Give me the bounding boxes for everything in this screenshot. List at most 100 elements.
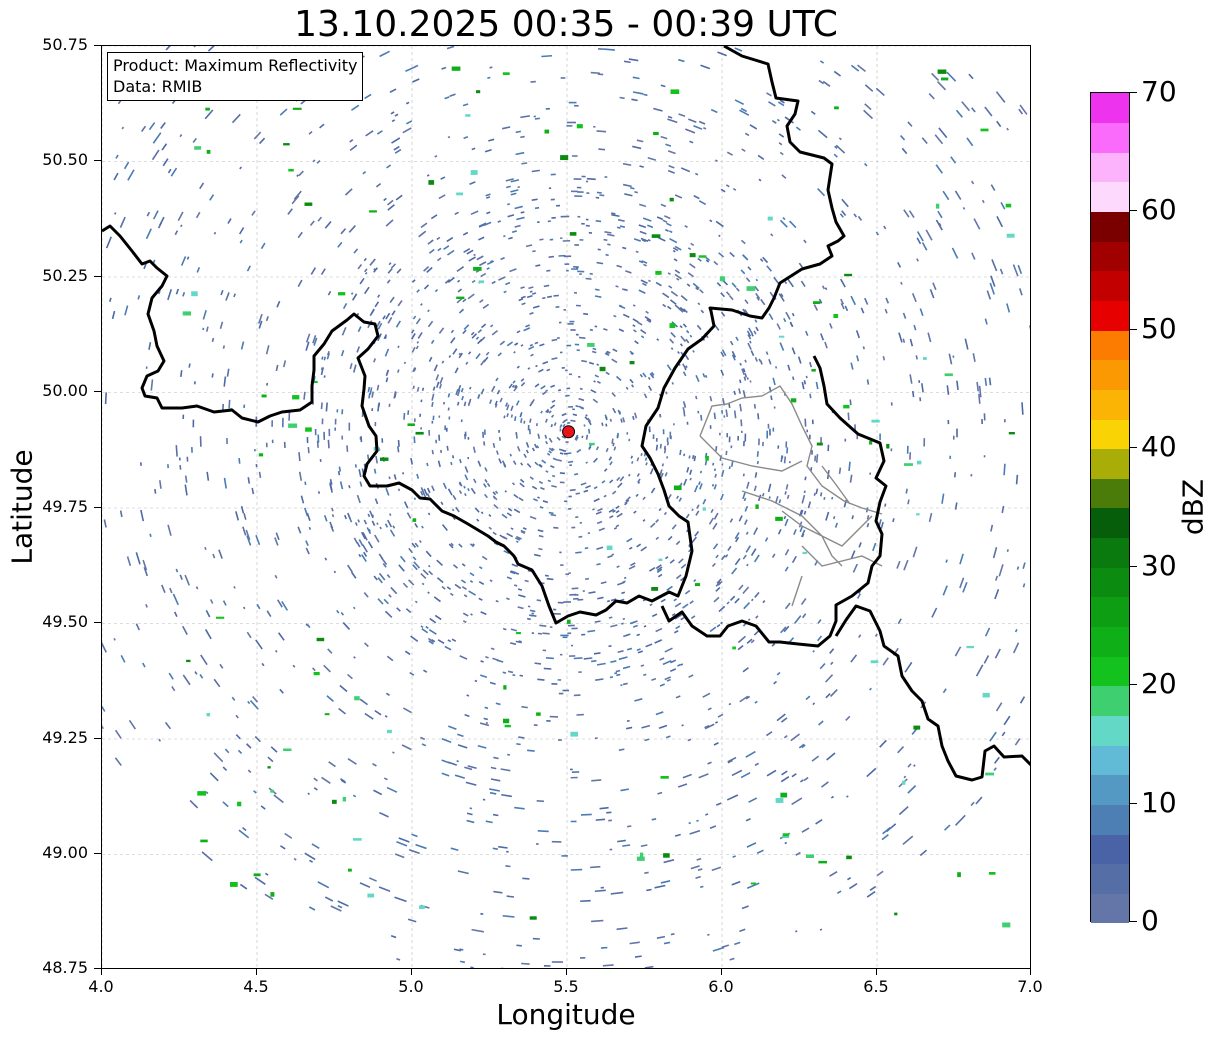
echo-pixel bbox=[673, 258, 678, 262]
echo-pixel bbox=[549, 715, 559, 718]
echo-pixel bbox=[469, 181, 476, 185]
echo-cell bbox=[937, 69, 947, 74]
echo-pixel bbox=[121, 126, 125, 130]
echo-pixel bbox=[583, 312, 589, 316]
echo-pixel bbox=[433, 596, 441, 603]
echo-pixel bbox=[762, 493, 765, 497]
echo-pixel bbox=[818, 720, 824, 726]
echo-pixel bbox=[277, 632, 285, 641]
echo-cell bbox=[811, 369, 816, 372]
echo-pixel bbox=[528, 286, 534, 290]
echo-pixel bbox=[746, 330, 752, 337]
echo-pixel bbox=[648, 426, 651, 433]
echo-pixel bbox=[824, 674, 834, 683]
echo-pixel bbox=[913, 324, 917, 331]
echo-pixel bbox=[192, 137, 197, 143]
echo-pixel bbox=[617, 432, 619, 438]
echo-pixel bbox=[561, 366, 565, 369]
echo-pixel bbox=[734, 99, 745, 106]
x-tick-mark bbox=[256, 969, 257, 975]
echo-pixel bbox=[510, 179, 520, 183]
echo-pixel bbox=[488, 526, 492, 530]
echo-pixel bbox=[559, 351, 563, 354]
echo-pixel bbox=[114, 729, 122, 739]
echo-pixel bbox=[639, 165, 644, 168]
echo-pixel bbox=[119, 216, 126, 228]
echo-pixel bbox=[885, 297, 890, 304]
echo-pixel bbox=[171, 686, 176, 692]
echo-pixel bbox=[288, 412, 291, 421]
echo-pixel bbox=[485, 820, 493, 824]
echo-cell bbox=[353, 838, 362, 841]
echo-cell bbox=[988, 872, 996, 875]
echo-pixel bbox=[850, 654, 858, 663]
echo-pixel bbox=[339, 684, 348, 693]
echo-pixel bbox=[642, 217, 652, 222]
echo-pixel bbox=[688, 821, 692, 825]
echo-pixel bbox=[511, 563, 518, 568]
echo-pixel bbox=[961, 101, 970, 112]
echo-pixel bbox=[373, 789, 383, 796]
echo-pixel bbox=[520, 344, 524, 347]
echo-pixel bbox=[727, 545, 732, 552]
echo-pixel bbox=[542, 632, 550, 635]
echo-pixel bbox=[617, 482, 623, 489]
echo-pixel bbox=[949, 455, 952, 459]
echo-pixel bbox=[466, 819, 475, 824]
echo-pixel bbox=[677, 350, 680, 355]
echo-pixel bbox=[574, 104, 579, 107]
echo-pixel bbox=[351, 571, 357, 579]
echo-pixel bbox=[864, 297, 869, 305]
x-tick-mark bbox=[721, 969, 722, 975]
echo-pixel bbox=[430, 339, 435, 344]
echo-pixel bbox=[482, 953, 486, 956]
echo-pixel bbox=[746, 563, 749, 567]
echo-pixel bbox=[945, 559, 948, 563]
echo-pixel bbox=[413, 561, 421, 569]
echo-cell bbox=[354, 696, 360, 701]
echo-pixel bbox=[425, 550, 432, 558]
echo-pixel bbox=[776, 323, 781, 330]
echo-pixel bbox=[435, 439, 438, 444]
echo-pixel bbox=[570, 868, 583, 871]
echo-pixel bbox=[574, 244, 579, 246]
echo-pixel bbox=[611, 490, 617, 495]
echo-pixel bbox=[559, 472, 566, 475]
echo-pixel bbox=[953, 472, 957, 478]
echo-pixel bbox=[520, 529, 526, 534]
echo-pixel bbox=[565, 441, 569, 443]
echo-pixel bbox=[844, 305, 849, 312]
echo-pixel bbox=[317, 881, 330, 889]
echo-pixel bbox=[517, 606, 524, 610]
echo-pixel bbox=[685, 329, 690, 334]
echo-pixel bbox=[336, 409, 339, 413]
echo-pixel bbox=[946, 385, 950, 395]
echo-pixel bbox=[779, 99, 785, 104]
echo-pixel bbox=[254, 876, 266, 886]
echo-pixel bbox=[709, 219, 713, 223]
echo-pixel bbox=[978, 393, 981, 404]
echo-pixel bbox=[327, 351, 330, 356]
echo-pixel bbox=[611, 392, 616, 397]
echo-pixel bbox=[347, 564, 353, 573]
echo-pixel bbox=[256, 603, 261, 610]
echo-pixel bbox=[505, 178, 514, 182]
echo-pixel bbox=[502, 671, 507, 674]
echo-pixel bbox=[182, 674, 191, 686]
echo-cell bbox=[655, 270, 662, 275]
echo-pixel bbox=[529, 609, 536, 613]
echo-pixel bbox=[441, 737, 452, 744]
echo-pixel bbox=[609, 515, 614, 519]
echo-cell bbox=[1002, 922, 1011, 928]
echo-pixel bbox=[907, 785, 917, 794]
echo-pixel bbox=[709, 626, 717, 633]
echo-cell bbox=[844, 273, 853, 277]
echo-pixel bbox=[559, 452, 564, 455]
echo-pixel bbox=[738, 388, 742, 394]
echo-pixel bbox=[363, 257, 367, 262]
echo-pixel bbox=[462, 231, 469, 236]
echo-cell bbox=[818, 860, 827, 864]
echo-pixel bbox=[907, 763, 912, 768]
echo-pixel bbox=[583, 489, 589, 493]
echo-pixel bbox=[501, 513, 508, 519]
